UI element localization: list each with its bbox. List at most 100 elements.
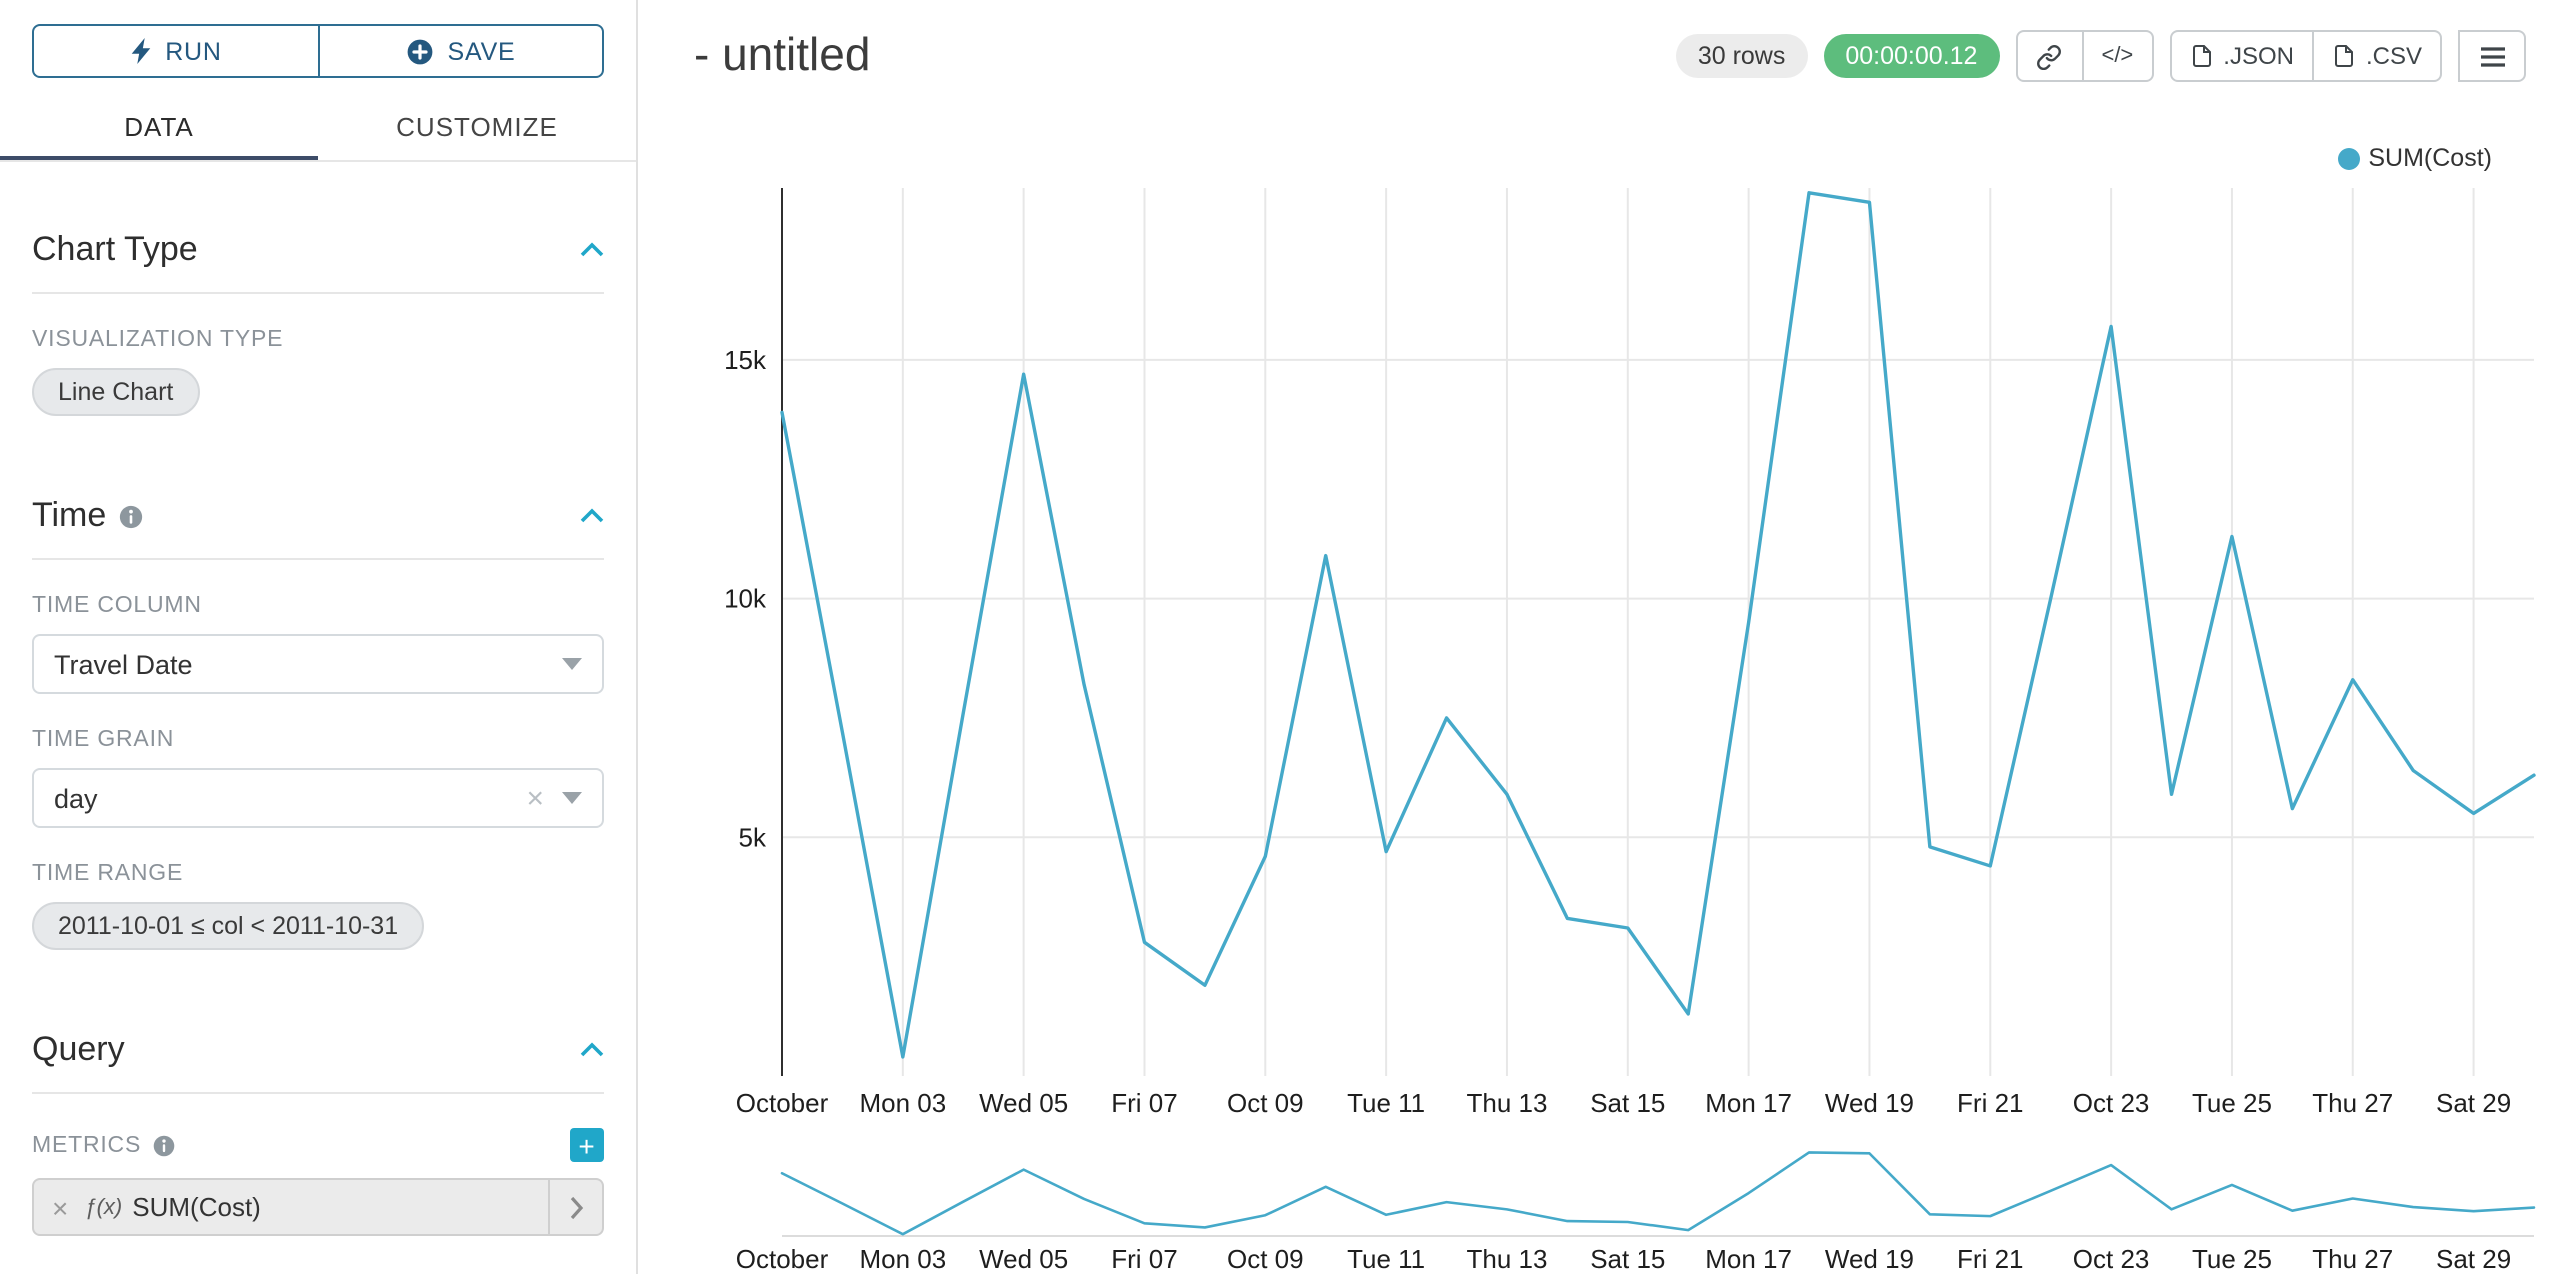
svg-text:Mon 03: Mon 03 <box>859 1244 946 1274</box>
section-time-header[interactable]: Time <box>32 496 604 560</box>
section-chart-type: Chart Type VISUALIZATION TYPE Line Chart <box>32 230 604 416</box>
embed-code-button[interactable]: </> <box>2083 30 2154 82</box>
share-button-group: </> <box>2015 30 2154 82</box>
svg-text:Oct 23: Oct 23 <box>2073 1088 2150 1118</box>
chart-legend[interactable]: SUM(Cost) <box>2338 144 2492 172</box>
section-title: Query <box>32 1030 125 1068</box>
svg-text:Fri 21: Fri 21 <box>1957 1244 2023 1274</box>
chevron-up-icon[interactable] <box>580 508 604 524</box>
chevron-up-icon[interactable] <box>580 242 604 258</box>
export-json-label: .JSON <box>2223 42 2294 70</box>
metric-item[interactable]: × ƒ(x) SUM(Cost) <box>32 1178 604 1236</box>
svg-text:10k: 10k <box>724 584 767 614</box>
link-icon <box>2036 43 2062 69</box>
sidebar-tabs: DATA CUSTOMIZE <box>0 98 636 162</box>
code-icon: </> <box>2101 44 2134 68</box>
main-line-chart: 5k 10k 15k October Mon 03 Wed 05 Fri 07 Oct 09 T… <box>724 188 2536 1118</box>
svg-text:Mon 17: Mon 17 <box>1705 1088 1792 1118</box>
time-range-value[interactable]: 2011-10-01 ≤ col < 2011-10-31 <box>32 902 425 950</box>
info-icon <box>151 1133 175 1157</box>
control-panel: Chart Type VISUALIZATION TYPE Line Chart… <box>0 162 636 1274</box>
svg-text:Thu 13: Thu 13 <box>1466 1244 1547 1274</box>
svg-text:Mon 17: Mon 17 <box>1705 1244 1792 1274</box>
svg-text:Oct 23: Oct 23 <box>2073 1244 2150 1274</box>
plus-circle-icon <box>405 37 433 65</box>
clear-icon[interactable]: × <box>526 781 544 815</box>
hamburger-icon <box>2479 45 2505 67</box>
export-csv-button[interactable]: .CSV <box>2313 30 2442 82</box>
save-button[interactable]: SAVE <box>317 24 604 78</box>
short-link-button[interactable] <box>2015 30 2084 82</box>
svg-text:Tue 25: Tue 25 <box>2192 1088 2272 1118</box>
metric-value: SUM(Cost) <box>132 1192 261 1222</box>
svg-text:Oct 09: Oct 09 <box>1227 1088 1304 1118</box>
run-button-label: RUN <box>165 37 222 65</box>
svg-text:Wed 19: Wed 19 <box>1825 1244 1914 1274</box>
chevron-up-icon[interactable] <box>580 1042 604 1058</box>
svg-text:Sat 15: Sat 15 <box>1590 1244 1665 1274</box>
section-title: Time <box>32 496 107 534</box>
function-icon: ƒ(x) <box>84 1195 123 1219</box>
metrics-label-row: METRICS + <box>32 1128 604 1162</box>
save-button-label: SAVE <box>447 37 516 65</box>
chevron-right-icon[interactable] <box>548 1180 602 1234</box>
svg-text:Thu 13: Thu 13 <box>1466 1088 1547 1118</box>
visualization-type-value[interactable]: Line Chart <box>32 368 200 416</box>
svg-text:Wed 19: Wed 19 <box>1825 1088 1914 1118</box>
visualization-type-label: VISUALIZATION TYPE <box>32 328 284 352</box>
metrics-label: METRICS <box>32 1133 142 1157</box>
svg-text:October: October <box>736 1088 829 1118</box>
query-actions: RUN SAVE <box>32 24 604 78</box>
legend-series-label: SUM(Cost) <box>2368 144 2492 172</box>
run-button[interactable]: RUN <box>32 24 317 78</box>
chart-container: - untitled 30 rows 00:00:00.12 </> <box>638 0 2576 1274</box>
tab-data[interactable]: DATA <box>0 98 318 160</box>
svg-text:Sat 29: Sat 29 <box>2436 1244 2511 1274</box>
legend-series-dot <box>2338 147 2361 169</box>
section-query-header[interactable]: Query <box>32 1030 604 1094</box>
chart-header-controls: 30 rows 00:00:00.12 </> .JSON <box>1675 30 2526 82</box>
context-brush-chart[interactable]: October Mon 03 Wed 05 Fri 07 Oct 09 Tue 11 Thu… <box>660 1144 2576 1274</box>
export-json-button[interactable]: .JSON <box>2169 30 2314 82</box>
add-metric-button[interactable]: + <box>570 1128 604 1162</box>
svg-text:Sat 29: Sat 29 <box>2436 1088 2511 1118</box>
svg-text:Wed 05: Wed 05 <box>979 1088 1068 1118</box>
lightning-bolt-icon <box>129 38 151 64</box>
chevron-down-icon <box>562 658 582 670</box>
chevron-down-icon <box>562 792 582 804</box>
section-time: Time TIME COLUMN Travel Date TIME <box>32 496 604 950</box>
export-csv-label: .CSV <box>2365 42 2422 70</box>
section-title: Chart Type <box>32 230 198 268</box>
time-column-label: TIME COLUMN <box>32 594 202 618</box>
section-query: Query METRICS + × ƒ(x) SUM(Cost) <box>32 1030 604 1274</box>
explore-sidebar: RUN SAVE DATA CUSTOMIZE Chart Type <box>0 0 638 1274</box>
time-column-select[interactable]: Travel Date <box>32 634 604 694</box>
svg-text:Tue 25: Tue 25 <box>2192 1244 2272 1274</box>
query-timer-badge: 00:00:00.12 <box>1823 34 2000 78</box>
svg-text:Oct 09: Oct 09 <box>1227 1244 1304 1274</box>
export-button-group: .JSON .CSV <box>2169 30 2442 82</box>
time-grain-label: TIME GRAIN <box>32 728 175 752</box>
svg-text:Tue 11: Tue 11 <box>1347 1088 1425 1118</box>
chart-title[interactable]: - untitled <box>694 28 871 80</box>
remove-metric-icon[interactable]: × <box>52 1191 69 1223</box>
svg-text:Thu 27: Thu 27 <box>2312 1088 2393 1118</box>
section-chart-type-header[interactable]: Chart Type <box>32 230 604 294</box>
menu-button-group <box>2458 30 2526 82</box>
svg-text:Sat 15: Sat 15 <box>1590 1088 1665 1118</box>
svg-text:Fri 07: Fri 07 <box>1111 1088 1177 1118</box>
row-count-badge: 30 rows <box>1675 34 1808 78</box>
hamburger-menu-button[interactable] <box>2458 30 2526 82</box>
svg-text:October: October <box>736 1244 829 1274</box>
svg-text:Mon 03: Mon 03 <box>859 1088 946 1118</box>
info-icon <box>118 503 144 529</box>
svg-text:Thu 27: Thu 27 <box>2312 1244 2393 1274</box>
time-grain-select[interactable]: day × <box>32 768 604 828</box>
time-range-label: TIME RANGE <box>32 862 184 886</box>
svg-text:15k: 15k <box>724 345 767 375</box>
svg-text:Wed 05: Wed 05 <box>979 1244 1068 1274</box>
time-column-value: Travel Date <box>54 649 193 679</box>
tab-customize[interactable]: CUSTOMIZE <box>396 112 558 142</box>
svg-text:Fri 07: Fri 07 <box>1111 1244 1177 1274</box>
